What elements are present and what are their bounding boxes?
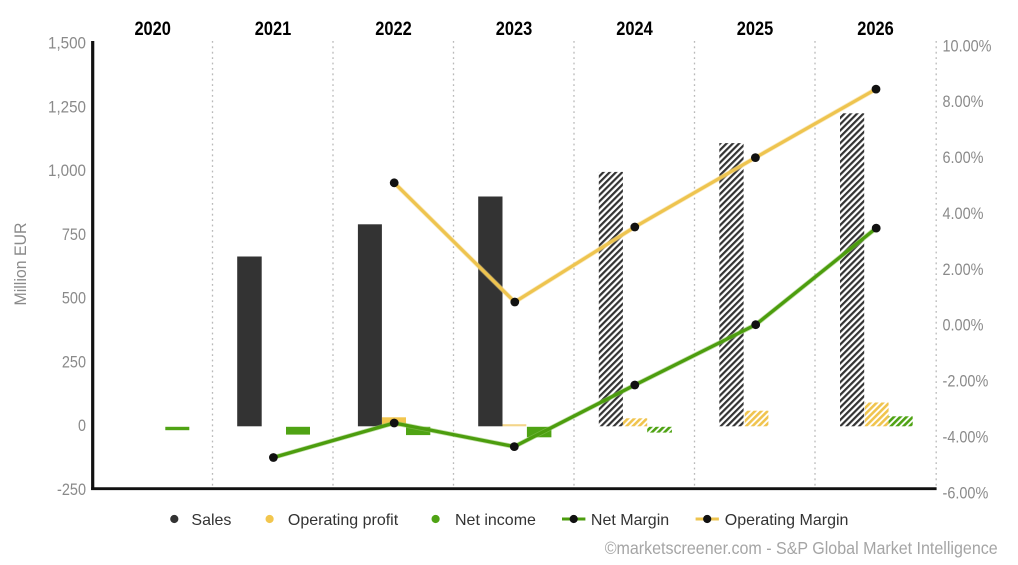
svg-text:750: 750 [62,225,86,244]
svg-text:-2.00%: -2.00% [943,372,989,391]
svg-text:500: 500 [62,289,86,308]
svg-text:2.00%: 2.00% [943,260,984,279]
svg-text:2023: 2023 [496,19,533,40]
svg-text:-4.00%: -4.00% [943,427,989,446]
svg-text:10.00%: 10.00% [943,36,992,55]
svg-text:1,500: 1,500 [48,34,86,53]
svg-text:2021: 2021 [255,19,292,40]
svg-text:2026: 2026 [857,19,894,40]
svg-text:8.00%: 8.00% [943,92,984,111]
svg-text:1,250: 1,250 [48,97,86,116]
svg-text:1,000: 1,000 [48,161,86,180]
svg-text:Operating profit: Operating profit [288,512,399,529]
svg-text:0: 0 [78,416,86,435]
svg-text:2025: 2025 [737,19,774,40]
svg-text:6.00%: 6.00% [943,148,984,167]
svg-text:©marketscreener.com - S&P Glob: ©marketscreener.com - S&P Global Market … [605,538,998,558]
svg-text:250: 250 [62,352,86,371]
svg-text:2020: 2020 [134,19,171,40]
svg-text:2022: 2022 [375,19,412,40]
svg-text:2024: 2024 [616,19,653,40]
svg-text:4.00%: 4.00% [943,204,984,223]
svg-text:Sales: Sales [191,512,231,529]
svg-text:-6.00%: -6.00% [943,483,989,502]
svg-text:-250: -250 [57,480,86,499]
svg-text:Net income: Net income [455,512,536,529]
svg-text:Net Margin: Net Margin [591,512,669,529]
svg-text:Million EUR: Million EUR [11,223,30,306]
svg-text:Operating Margin: Operating Margin [725,512,849,529]
svg-text:0.00%: 0.00% [943,316,984,335]
